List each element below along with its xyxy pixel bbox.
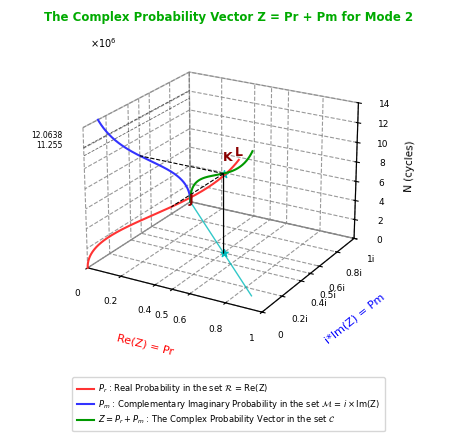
Text: 12.0638: 12.0638 — [31, 132, 62, 140]
Y-axis label: i*Im(Z) = Pm: i*Im(Z) = Pm — [323, 292, 386, 345]
X-axis label: Re(Z) = Pr: Re(Z) = Pr — [116, 332, 175, 356]
Text: The Complex Probability Vector Z = Pr + Pm for Mode 2: The Complex Probability Vector Z = Pr + … — [44, 11, 413, 24]
Text: 11.255: 11.255 — [36, 141, 62, 150]
Legend: $P_r$ : Real Probability in the set $\mathcal{R}$ = Re(Z), $P_m$ : Complementary: $P_r$ : Real Probability in the set $\ma… — [72, 378, 385, 432]
Text: $\times 10^6$: $\times 10^6$ — [90, 36, 117, 50]
